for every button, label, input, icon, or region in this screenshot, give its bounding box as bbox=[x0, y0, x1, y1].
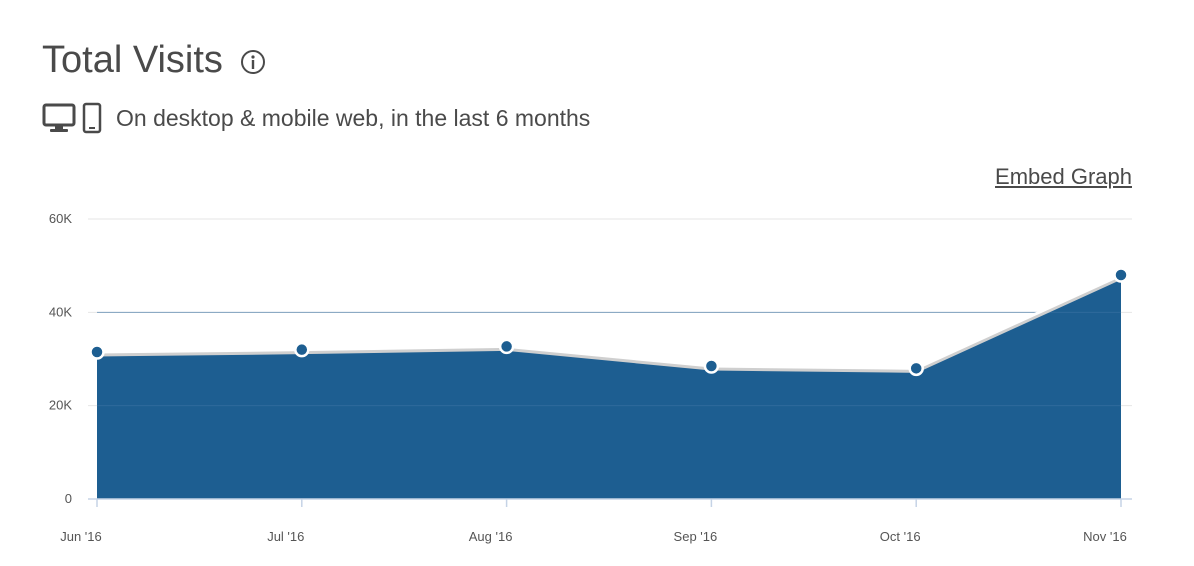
data-point bbox=[89, 344, 105, 360]
x-tick-label: Oct '16 bbox=[880, 529, 921, 544]
series-line-shadow bbox=[96, 274, 1123, 373]
page-title: Total Visits bbox=[42, 39, 223, 81]
x-tick-label: Aug '16 bbox=[469, 529, 513, 544]
desktop-icon bbox=[42, 103, 76, 132]
mobile-icon bbox=[82, 102, 102, 134]
x-tick-label: Jul '16 bbox=[267, 529, 304, 544]
data-point bbox=[498, 338, 515, 355]
series-line bbox=[96, 273, 1122, 370]
x-tick-label: Jun '16 bbox=[60, 529, 102, 544]
y-tick-label: 0 bbox=[65, 491, 72, 506]
x-tick-label: Sep '16 bbox=[674, 529, 718, 544]
data-point bbox=[908, 360, 924, 377]
embed-graph-link[interactable]: Embed Graph bbox=[995, 164, 1132, 189]
data-point bbox=[1113, 267, 1129, 283]
y-tick-label: 60K bbox=[49, 211, 72, 226]
y-tick-label: 20K bbox=[49, 398, 72, 413]
info-circle-icon[interactable] bbox=[240, 49, 266, 75]
data-point bbox=[703, 358, 720, 374]
data-point bbox=[294, 341, 310, 358]
chart-subtitle: On desktop & mobile web, in the last 6 m… bbox=[116, 104, 591, 131]
y-tick-label: 40K bbox=[49, 304, 72, 319]
x-tick-label: Nov '16 bbox=[1083, 529, 1127, 544]
area-fill bbox=[97, 275, 1121, 499]
subtitle-row: On desktop & mobile web, in the last 6 m… bbox=[42, 101, 590, 135]
